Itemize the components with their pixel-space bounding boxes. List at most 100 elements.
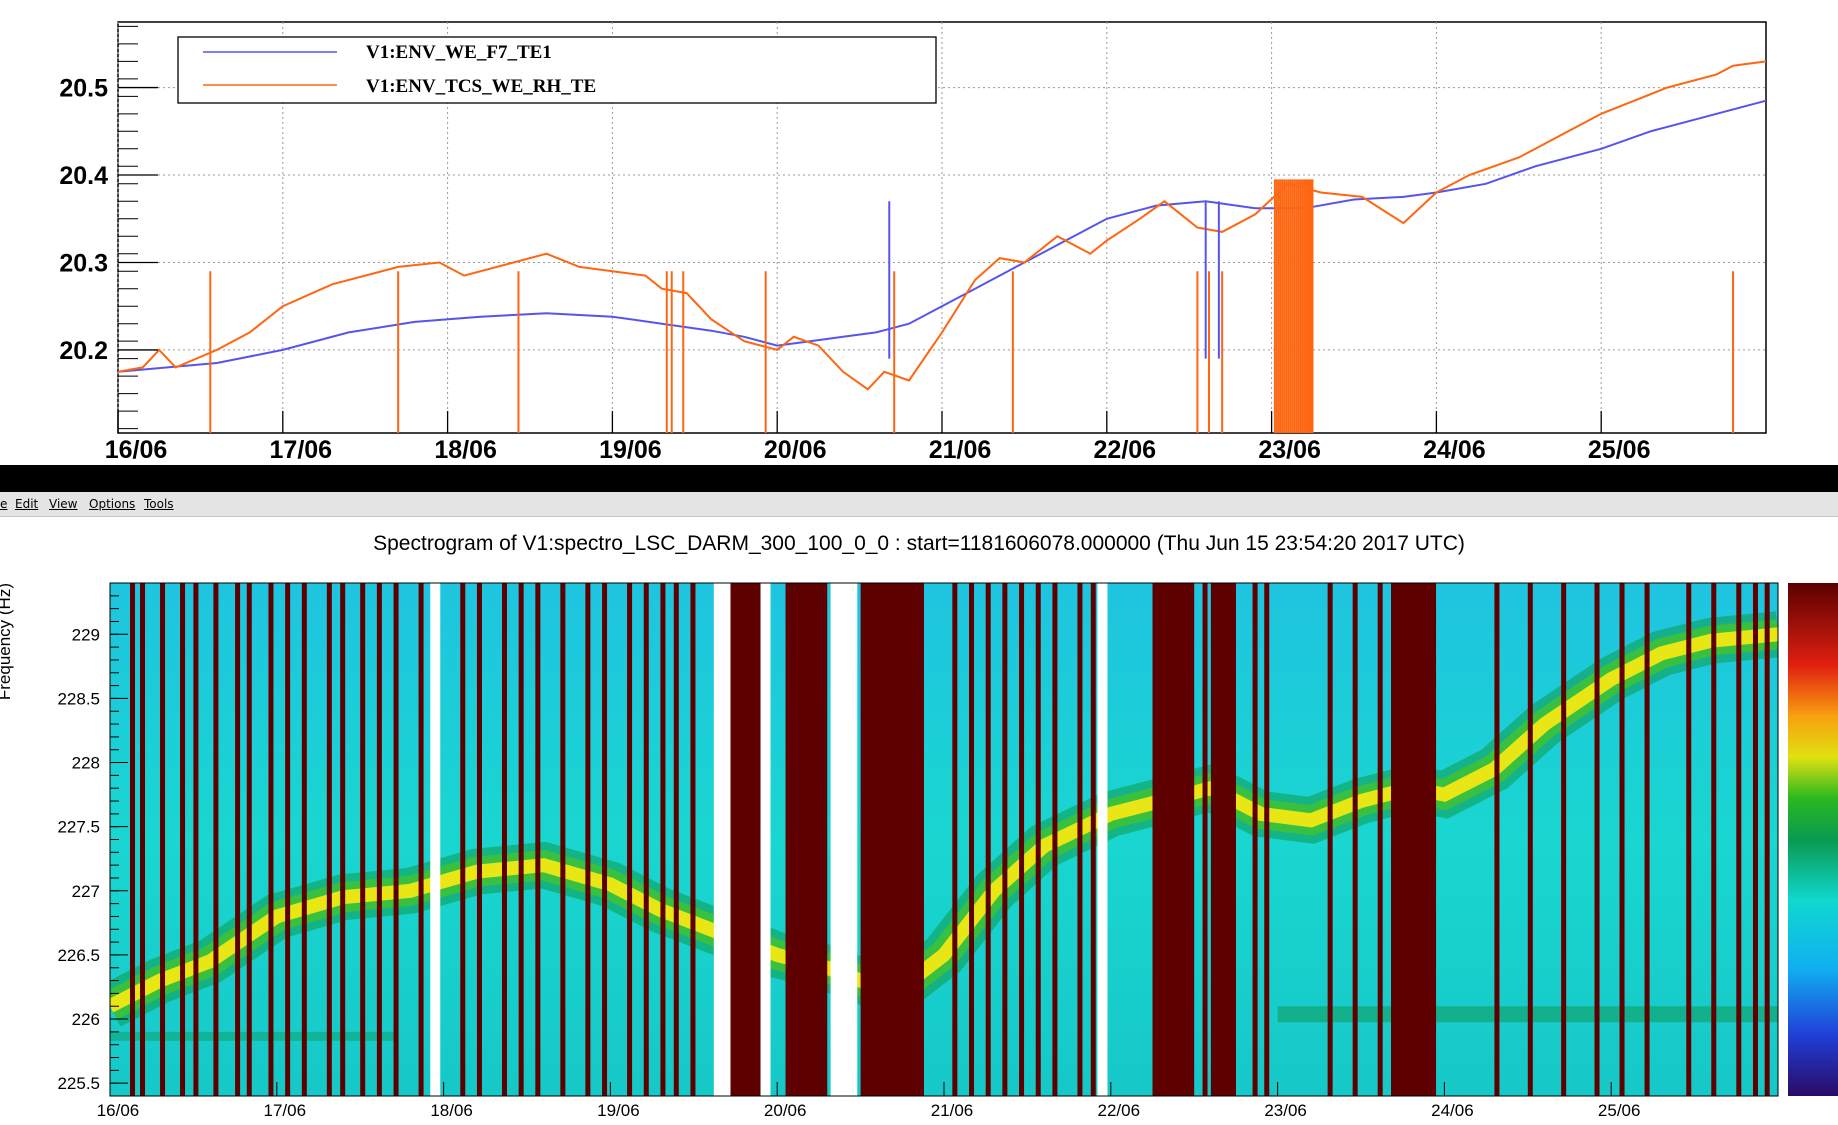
- menu-tools[interactable]: Tools: [144, 497, 174, 511]
- glitch-column: [1052, 583, 1058, 1096]
- glitch-column: [193, 583, 199, 1096]
- glitch-column: [1019, 583, 1025, 1096]
- x-tick-label: 25/06: [1588, 436, 1651, 464]
- glitch-column: [1002, 583, 1008, 1096]
- glitch-column: [376, 583, 382, 1096]
- glitch-column: [1077, 583, 1083, 1096]
- glitch-column: [585, 583, 591, 1096]
- spectrogram-y-axis: 225.5 226 226.5 227 227.5 228 228.5 229: [57, 582, 128, 1093]
- spec-x-tick-label: 17/06: [264, 1101, 307, 1120]
- glitch-column: [535, 583, 541, 1096]
- glitch-column: [1377, 583, 1383, 1096]
- y-axis: 20.2 20.3 20.4 20.5: [59, 25, 158, 430]
- spec-x-tick-label: 18/06: [430, 1101, 473, 1120]
- glitch-column: [602, 583, 608, 1096]
- x-axis: 16/06 17/06 18/06 19/06 20/06 21/06 22/06 23/06…: [105, 411, 1651, 464]
- spectrogram-chart: Spectrogram of V1:spectro_LSC_DARM_300_1…: [0, 532, 1838, 1120]
- spec-y-tick-label: 228.5: [57, 689, 100, 708]
- glitch-column: [918, 583, 924, 1096]
- glitch-column: [1711, 583, 1717, 1096]
- spec-y-tick-label: 227: [72, 882, 100, 901]
- glitch-column: [985, 583, 991, 1096]
- spec-y-tick-label: 226.5: [57, 946, 100, 965]
- glitch-column: [560, 583, 566, 1096]
- glitch-column: [627, 583, 633, 1096]
- y-tick-label: 20.3: [59, 249, 108, 277]
- y-tick-label: 20.5: [59, 75, 108, 103]
- glitch-column: [952, 583, 958, 1096]
- menu-view[interactable]: View: [49, 497, 78, 511]
- glitch-block: [785, 583, 828, 1096]
- glitch-column: [643, 583, 649, 1096]
- line-track-core: [110, 627, 1778, 1013]
- legend-label-series-1: V1:ENV_WE_F7_TE1: [366, 42, 552, 63]
- spectrogram-title: Spectrogram of V1:spectro_LSC_DARM_300_1…: [373, 532, 1465, 555]
- glitch-column: [1202, 583, 1208, 1096]
- glitch-column: [1619, 583, 1625, 1096]
- legend-box: [177, 36, 937, 104]
- glitch-column: [1764, 583, 1770, 1096]
- spec-y-tick-label: 229: [72, 625, 100, 644]
- menu-edit[interactable]: Edit: [15, 497, 39, 511]
- data-gap: [1097, 583, 1108, 1096]
- spec-x-tick-label: 23/06: [1264, 1101, 1307, 1120]
- glitch-column: [140, 583, 146, 1096]
- glitch-column: [326, 583, 332, 1096]
- glitch-column: [518, 583, 524, 1096]
- glitch-column: [1035, 583, 1041, 1096]
- series-line-2: [117, 60, 1767, 391]
- glitch-column: [1494, 583, 1500, 1096]
- color-palette: [1788, 583, 1838, 1096]
- data-gap: [830, 583, 858, 1096]
- spec-y-tick-label: 228: [72, 754, 100, 773]
- glitch-column: [1264, 583, 1270, 1096]
- spec-x-tick-label: 22/06: [1098, 1101, 1141, 1120]
- x-tick-label: 18/06: [434, 436, 497, 464]
- spec-y-tick-label: 225.5: [57, 1074, 100, 1093]
- menu-options[interactable]: Options: [89, 497, 136, 511]
- glitch-column: [1752, 583, 1758, 1096]
- spec-y-tick-label: 227.5: [57, 818, 100, 837]
- menu-bar: e Edit View Options Tools: [0, 492, 1838, 517]
- menu-file[interactable]: e: [0, 497, 8, 511]
- window-separator: [0, 465, 1838, 492]
- glitch-block: [860, 583, 919, 1096]
- data-gap: [760, 583, 771, 1096]
- glitch-column: [418, 583, 424, 1096]
- x-tick-label: 23/06: [1258, 436, 1321, 464]
- series-group: [117, 60, 1767, 433]
- glitch-column: [1090, 583, 1096, 1096]
- glitch-column: [1252, 583, 1258, 1096]
- spec-x-tick-label: 16/06: [97, 1101, 140, 1120]
- glitch-column: [360, 583, 366, 1096]
- x-tick-label: 19/06: [599, 436, 662, 464]
- glitch-column: [130, 583, 136, 1096]
- x-tick-label: 22/06: [1094, 436, 1157, 464]
- glitch-block: [730, 583, 761, 1096]
- glitch-column: [673, 583, 679, 1096]
- glitch-column: [340, 583, 346, 1096]
- spectrogram-x-axis: 16/06 17/06 18/06 19/06 20/06 21/06 22/06 23/06…: [97, 1082, 1640, 1120]
- glitch-column: [213, 583, 219, 1096]
- glitch-column: [235, 583, 241, 1096]
- spectrogram-panel: Spectrogram of V1:spectro_LSC_DARM_300_1…: [0, 517, 1838, 1120]
- glitch-column: [1352, 583, 1358, 1096]
- glitch-column: [301, 583, 307, 1096]
- legend: V1:ENV_WE_F7_TE1 V1:ENV_TCS_WE_RH_TE: [177, 36, 937, 104]
- y-tick-label: 20.2: [59, 337, 108, 365]
- spectrogram-content: [110, 583, 1778, 1096]
- spec-x-tick-label: 19/06: [597, 1101, 640, 1120]
- data-gap: [430, 583, 441, 1096]
- x-tick-label: 16/06: [105, 436, 168, 464]
- spec-x-tick-label: 21/06: [931, 1101, 974, 1120]
- glitch-column: [160, 583, 166, 1096]
- glitch-column: [1594, 583, 1600, 1096]
- data-gap: [713, 583, 731, 1096]
- temperature-chart-panel: 20.2 20.3 20.4 20.5 16/06 17/06 18/06 19/06 20/…: [0, 0, 1838, 465]
- glitch-column: [1327, 583, 1333, 1096]
- glitch-column: [180, 583, 186, 1096]
- glitch-column: [268, 583, 274, 1096]
- glitch-block: [1152, 583, 1195, 1096]
- glitch-column: [1736, 583, 1742, 1096]
- x-tick-label: 24/06: [1423, 436, 1486, 464]
